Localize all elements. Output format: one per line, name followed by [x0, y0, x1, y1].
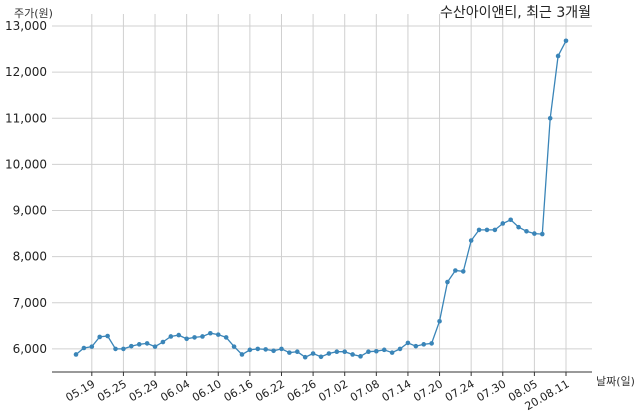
data-point	[342, 349, 348, 355]
y-tick-label: 6,000	[13, 342, 47, 356]
x-tick-label: 06.10	[190, 377, 224, 404]
data-point	[81, 345, 87, 351]
x-tick-label: 06.22	[253, 377, 287, 404]
data-point	[389, 350, 395, 355]
data-point	[176, 332, 182, 338]
data-point	[555, 53, 561, 59]
data-point	[366, 349, 371, 355]
data-point	[184, 336, 189, 342]
x-tick-label: 07.14	[380, 377, 414, 404]
data-point	[129, 343, 134, 349]
x-tick-label: 07.30	[474, 377, 508, 404]
x-tick-label: 05.25	[95, 377, 129, 404]
data-point	[160, 339, 166, 345]
data-point	[121, 346, 126, 352]
y-tick-label: 9,000	[13, 204, 47, 218]
data-point	[287, 350, 292, 355]
x-tick-label: 05.29	[127, 377, 161, 404]
data-point	[358, 354, 363, 359]
data-point	[89, 344, 95, 349]
data-point	[437, 318, 442, 324]
data-point	[208, 330, 213, 336]
x-tick-label: 07.02	[316, 377, 350, 404]
data-point	[310, 351, 316, 356]
y-tick-label: 11,000	[5, 111, 47, 125]
chart-title: 수산아이앤티, 최근 3개월	[440, 5, 591, 21]
data-point	[200, 334, 205, 339]
data-point	[215, 332, 221, 337]
data-point	[152, 344, 158, 349]
data-point	[113, 346, 118, 352]
data-point	[460, 269, 466, 274]
x-tick-label: 05.19	[64, 377, 98, 404]
data-point	[73, 352, 79, 357]
data-point	[326, 351, 332, 356]
data-point	[445, 279, 450, 285]
x-tick-label: 07.24	[443, 377, 477, 404]
data-point	[405, 340, 411, 346]
data-point	[247, 347, 253, 353]
data-point	[500, 221, 506, 226]
data-point	[223, 335, 229, 340]
x-tick-label: 06.26	[285, 377, 319, 404]
data-point	[484, 227, 490, 233]
price-line	[75, 40, 567, 358]
data-point	[136, 342, 142, 347]
data-point	[255, 346, 261, 352]
data-point	[524, 228, 529, 234]
data-point	[492, 227, 498, 233]
vertical-gridlines	[91, 14, 567, 376]
data-point	[421, 342, 427, 347]
data-point	[239, 352, 245, 357]
data-point	[318, 354, 324, 360]
data-point	[105, 333, 110, 339]
price-points	[73, 38, 569, 360]
y-tick-label: 8,000	[13, 250, 47, 264]
x-tick-label: 06.04	[158, 377, 192, 404]
data-point	[231, 344, 237, 349]
data-point	[397, 346, 403, 352]
data-point	[271, 348, 276, 354]
data-point	[429, 341, 434, 346]
data-point	[144, 341, 150, 346]
data-point	[302, 354, 308, 360]
data-point	[476, 227, 482, 233]
data-point	[468, 238, 474, 243]
data-point	[413, 343, 419, 349]
y-tick-label: 12,000	[5, 65, 47, 79]
data-point	[453, 268, 458, 273]
x-tick-label: 07.08	[348, 377, 382, 404]
y-tick-label: 10,000	[5, 157, 47, 171]
y-tick-labels: 6,000 7,000 8,000 9,000 10,000 11,000 12,000 13…	[5, 19, 47, 356]
x-tick-labels: 05.1905.2505.2906.0406.1006.1606.2206.26…	[64, 377, 572, 413]
y-tick-label: 7,000	[13, 296, 47, 310]
y-axis-label: 주가(원)	[14, 7, 53, 20]
data-point	[279, 346, 284, 352]
data-point	[334, 349, 340, 355]
data-point	[547, 115, 553, 121]
data-point	[263, 347, 268, 352]
data-point	[192, 335, 197, 340]
data-point	[539, 231, 545, 237]
y-tick-label: 13,000	[5, 19, 47, 33]
data-point	[294, 349, 300, 355]
data-point	[381, 347, 387, 353]
data-point	[374, 348, 379, 354]
x-tick-label: 06.16	[222, 377, 256, 404]
data-point	[516, 224, 521, 230]
x-axis-label: 날짜(일)	[596, 374, 635, 388]
data-point	[168, 334, 174, 339]
x-tick-label: 07.20	[411, 377, 445, 404]
horizontal-gridlines	[52, 25, 592, 350]
data-point	[350, 352, 355, 357]
data-point	[563, 38, 569, 44]
data-point	[97, 334, 103, 340]
data-point	[508, 217, 513, 223]
data-point	[532, 231, 537, 236]
